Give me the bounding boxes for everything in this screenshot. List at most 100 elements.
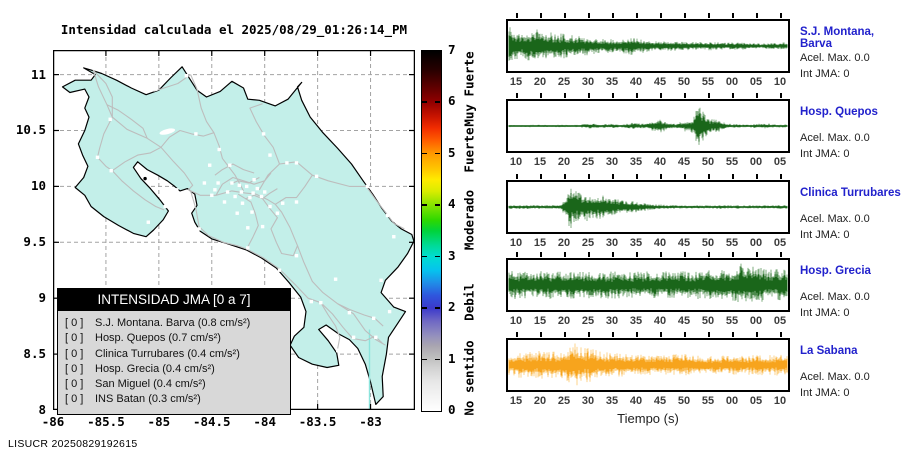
int-jma-label: Int JMA: 0 bbox=[800, 229, 850, 241]
station-dot bbox=[275, 211, 280, 215]
seismogram-top-tick bbox=[660, 174, 662, 179]
station-dot bbox=[252, 178, 256, 182]
station-dot bbox=[216, 181, 220, 185]
road-line bbox=[215, 172, 272, 196]
station-dot bbox=[246, 226, 250, 230]
station-dot bbox=[309, 299, 313, 304]
seismogram-top-tick bbox=[660, 252, 662, 257]
seismogram-top-tick bbox=[564, 174, 566, 179]
seismogram-top-tick bbox=[660, 93, 662, 98]
time-axis-label: Tiempo (s) bbox=[617, 411, 679, 426]
seismogram-tick-label: 45 bbox=[677, 315, 691, 327]
station-dot bbox=[277, 268, 282, 272]
station-dot bbox=[250, 210, 254, 214]
seismogram-top-tick bbox=[564, 13, 566, 18]
seismogram-tick-label: 10 bbox=[773, 395, 787, 407]
station-dot bbox=[248, 195, 252, 200]
int-jma-label: Int JMA: 0 bbox=[800, 148, 850, 160]
seismogram-top-tick bbox=[780, 332, 782, 337]
colorbar-tick-label: 4 bbox=[448, 196, 456, 212]
colorbar-band-label: Muy Fuerte bbox=[461, 50, 477, 127]
costa-rica-map bbox=[53, 50, 415, 410]
seismogram-tick-label: 40 bbox=[653, 156, 667, 168]
int-jma-label: Int JMA: 0 bbox=[800, 387, 850, 399]
station-dot bbox=[251, 191, 255, 195]
map-x-tick-label: -84 bbox=[253, 414, 276, 429]
station-dot bbox=[281, 201, 285, 205]
legend-item-station: Hosp. Grecia (0.4 cm/s²) bbox=[95, 362, 215, 375]
station-dot bbox=[365, 184, 370, 189]
station-dot bbox=[146, 220, 150, 224]
seismogram-tick-label: 20 bbox=[557, 237, 571, 249]
road-line bbox=[160, 129, 215, 148]
legend-item-intensity: [ 0 ] bbox=[65, 393, 84, 406]
trace-core bbox=[508, 193, 788, 224]
seismogram-top-tick bbox=[756, 252, 758, 257]
station-name-label: Hosp. Grecia bbox=[800, 265, 871, 277]
road-line bbox=[258, 161, 367, 191]
colorbar-band-label: Moderado bbox=[461, 189, 477, 250]
seismogram-top-tick bbox=[780, 252, 782, 257]
station-dot bbox=[347, 311, 352, 315]
station-dot bbox=[237, 183, 241, 187]
map-x-tick-label: -85 bbox=[147, 414, 171, 429]
station-dot bbox=[239, 190, 244, 194]
seismogram-panel bbox=[506, 258, 790, 312]
road-line bbox=[106, 104, 148, 139]
map-title: Intensidad calculada el 2025/08/29_01:26… bbox=[60, 22, 408, 37]
legend-item-station: S.J. Montana. Barva (0.8 cm/s²) bbox=[95, 317, 251, 329]
acel-max-label: Acel. Max. 0.0 bbox=[800, 52, 870, 64]
station-dot bbox=[197, 227, 201, 231]
map-x-tick-label: -84.5 bbox=[192, 414, 231, 429]
seismogram-tick-label: 15 bbox=[509, 76, 523, 88]
seismogram-top-tick bbox=[516, 252, 518, 257]
seismogram-tick-label: 40 bbox=[653, 315, 667, 327]
colorbar-tick bbox=[422, 255, 427, 258]
seismogram-top-tick bbox=[540, 252, 542, 257]
seismogram-tick-label: 05 bbox=[749, 76, 763, 88]
seismogram-top-tick bbox=[684, 93, 686, 98]
seismogram-top-tick bbox=[540, 93, 542, 98]
seismogram-tick-label: 00 bbox=[749, 156, 763, 168]
seismogram-tick-label: 25 bbox=[557, 395, 571, 407]
seismogram-tick-label: 25 bbox=[581, 315, 595, 327]
seismogram-top-tick bbox=[660, 332, 662, 337]
seismogram-top-tick bbox=[756, 93, 758, 98]
seismogram-tick-label: 25 bbox=[557, 76, 571, 88]
legend-item-intensity: [ 0 ] bbox=[65, 347, 84, 360]
colorbar-tick bbox=[422, 204, 427, 206]
road-line bbox=[153, 74, 191, 92]
station-dot bbox=[319, 301, 323, 305]
station-dot bbox=[268, 204, 272, 209]
legend-body: [ 0 ] S.J. Montana. Barva (0.8 cm/s²) [ 0 … bbox=[58, 311, 290, 414]
seismogram-top-tick bbox=[636, 93, 638, 98]
seismogram-panel bbox=[506, 19, 790, 73]
seismogram-tick-label: 30 bbox=[605, 156, 619, 168]
road-line bbox=[365, 186, 405, 230]
seismogram-tick-label: 40 bbox=[653, 237, 667, 249]
colorbar-band-label: Debil bbox=[461, 283, 477, 321]
colorbar-tick-label: 3 bbox=[448, 247, 456, 263]
station-name-label: S.J. Montana, Barva bbox=[800, 26, 875, 50]
legend-item: [ 0 ] Hosp. Quepos (0.7 cm/s²) bbox=[65, 331, 283, 346]
seismogram-tick-label: 05 bbox=[773, 237, 787, 249]
seismogram-tick-label: 50 bbox=[677, 395, 691, 407]
seismogram-top-tick bbox=[708, 252, 710, 257]
seismogram-top-tick bbox=[612, 174, 614, 179]
jma-intensity-legend: INTENSIDAD JMA [0 a 7] [ 0 ] S.J. Montana… bbox=[57, 288, 291, 415]
station-dot bbox=[246, 246, 250, 250]
trace-core bbox=[508, 349, 788, 380]
station-dot bbox=[222, 200, 227, 204]
legend-item: [ 0 ] INS Batan (0.3 cm/s²) bbox=[65, 392, 283, 407]
road-line bbox=[92, 69, 257, 196]
legend-title: INTENSIDAD JMA [0 a 7] bbox=[58, 289, 290, 311]
seismogram-tick-label: 00 bbox=[749, 315, 763, 327]
station-name-label: Clinica Turrubares bbox=[800, 187, 901, 199]
seismogram-top-tick bbox=[540, 174, 542, 179]
road-line bbox=[352, 335, 383, 344]
seismogram-tick-label: 50 bbox=[701, 315, 715, 327]
seismogram-tick-label: 30 bbox=[605, 315, 619, 327]
acel-max-label: Acel. Max. 0.0 bbox=[800, 371, 870, 383]
seismogram-panel bbox=[506, 180, 790, 234]
seismogram-tick-label: 35 bbox=[605, 76, 619, 88]
